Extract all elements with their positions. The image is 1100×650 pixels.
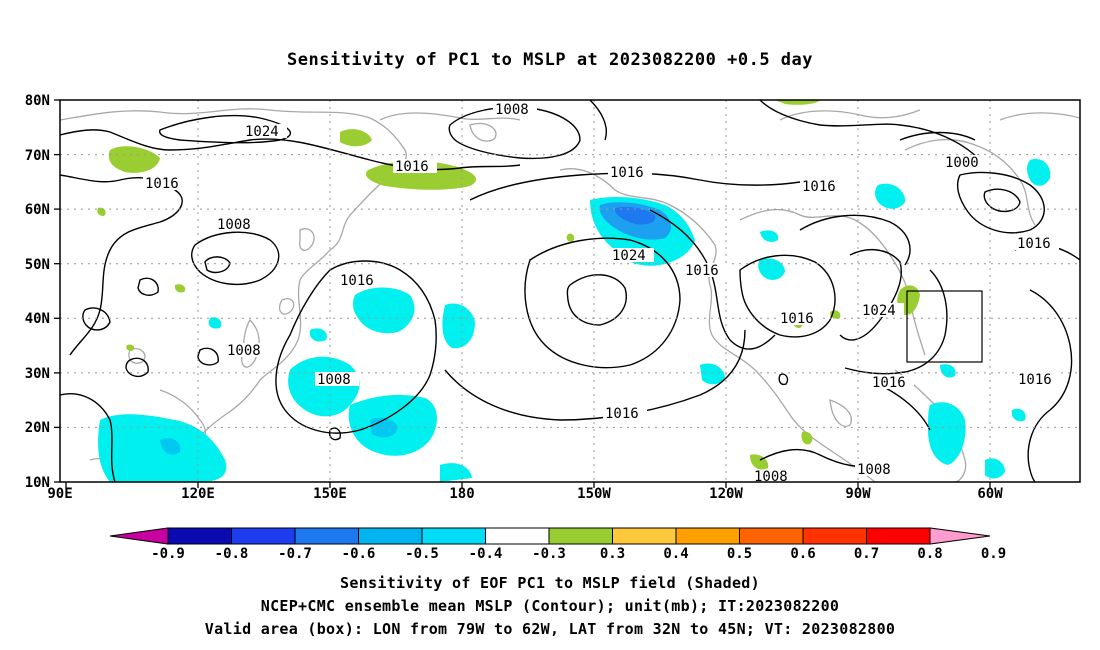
contour-label: 1016 bbox=[1017, 236, 1051, 252]
axis-ticks bbox=[54, 99, 991, 488]
colorbar-label: 0.5 bbox=[727, 546, 752, 562]
contour-label: 1016 bbox=[872, 375, 906, 391]
valid-area-box bbox=[906, 290, 983, 363]
colorbar-cell bbox=[866, 527, 931, 545]
colorbar-cell bbox=[739, 527, 804, 545]
colorbar-label: 0.7 bbox=[854, 546, 879, 562]
lon-label: 120E bbox=[181, 486, 215, 502]
contour-label: 1016 bbox=[340, 273, 374, 289]
caption-line-1: Sensitivity of EOF PC1 to MSLP field (Sh… bbox=[340, 574, 760, 592]
contour-label: 1008 bbox=[754, 469, 788, 485]
colorbar-label: 0.9 bbox=[981, 546, 1006, 562]
lon-label: 150E bbox=[313, 486, 347, 502]
contour-label: 1016 bbox=[395, 159, 429, 175]
contour-label: 1008 bbox=[317, 372, 351, 388]
colorbar-label: -0.9 bbox=[151, 546, 185, 562]
lon-label: 120W bbox=[709, 486, 743, 502]
colorbar-label: -0.5 bbox=[405, 546, 439, 562]
colorbar-label: -0.8 bbox=[215, 546, 249, 562]
contour-label: 1008 bbox=[217, 217, 251, 233]
colorbar-label: -0.4 bbox=[469, 546, 503, 562]
colorbar-label: 0.3 bbox=[600, 546, 625, 562]
contour-label: 1024 bbox=[862, 303, 896, 319]
colorbar-cell bbox=[675, 527, 740, 545]
colorbar-cell bbox=[802, 527, 867, 545]
coastlines bbox=[60, 108, 1080, 482]
contour-label: 1016 bbox=[1018, 372, 1052, 388]
contour-label: 1016 bbox=[610, 165, 644, 181]
contour-label: 1008 bbox=[227, 343, 261, 359]
colorbar-label: -0.7 bbox=[278, 546, 312, 562]
longitude-labels: 90E 120E 150E 180 150W 120W 90W 60W bbox=[47, 486, 1003, 502]
colorbar-cell bbox=[231, 527, 296, 545]
map-title: Sensitivity of PC1 to MSLP at 2023082200… bbox=[286, 50, 813, 70]
lat-label: 70N bbox=[25, 148, 50, 164]
colorbar-cell bbox=[612, 527, 677, 545]
colorbar-label: 0.6 bbox=[790, 546, 815, 562]
lat-label: 10N bbox=[25, 475, 50, 491]
contour-label: 1000 bbox=[945, 155, 979, 171]
colorbar-label: -0.3 bbox=[532, 546, 566, 562]
lon-label: 150W bbox=[577, 486, 611, 502]
mslp-contours bbox=[60, 100, 1080, 482]
lat-label: 80N bbox=[25, 93, 50, 109]
colorbar: -0.9 -0.8 -0.7 -0.6 -0.5 -0.4 -0.3 0.3 0.4 0.5 0.6… bbox=[109, 527, 1006, 562]
contour-label: 1016 bbox=[145, 176, 179, 192]
lat-label: 60N bbox=[25, 202, 50, 218]
colorbar-cell bbox=[294, 527, 359, 545]
contour-label: 1016 bbox=[780, 311, 814, 327]
contour-label: 1016 bbox=[802, 179, 836, 195]
colorbar-cell bbox=[548, 527, 613, 545]
contour-label: 1024 bbox=[245, 124, 279, 140]
contour-label: 1016 bbox=[685, 263, 719, 279]
lat-label: 30N bbox=[25, 366, 50, 382]
colorbar-cell bbox=[358, 527, 423, 545]
contour-label: 1024 bbox=[612, 248, 646, 264]
contour-label: 1016 bbox=[605, 406, 639, 422]
contour-label: 1008 bbox=[857, 462, 891, 478]
graticule bbox=[60, 100, 1080, 482]
lon-label: 90E bbox=[47, 486, 72, 502]
colorbar-cell bbox=[485, 527, 550, 545]
lon-label: 60W bbox=[977, 486, 1003, 502]
latitude-labels: 80N 70N 60N 50N 40N 30N 20N 10N bbox=[25, 93, 50, 491]
colorbar-high-end bbox=[929, 527, 991, 545]
colorbar-label: 0.4 bbox=[663, 546, 688, 562]
lon-label: 180 bbox=[449, 486, 474, 502]
colorbar-cell bbox=[167, 527, 232, 545]
colorbar-cell bbox=[421, 527, 486, 545]
contour-labels: 1008 1024 1016 1016 1016 1016 1000 1016 … bbox=[143, 102, 1060, 485]
colorbar-low-end bbox=[109, 527, 169, 545]
lat-label: 20N bbox=[25, 420, 50, 436]
caption-line-3: Valid area (box): LON from 79W to 62W, L… bbox=[204, 620, 896, 638]
contour-label: 1008 bbox=[495, 102, 529, 118]
lat-label: 40N bbox=[25, 311, 50, 327]
lat-label: 50N bbox=[25, 257, 50, 273]
colorbar-label: -0.6 bbox=[342, 546, 376, 562]
map-frame bbox=[59, 99, 1081, 483]
colorbar-label: 0.8 bbox=[917, 546, 942, 562]
lon-label: 90W bbox=[845, 486, 871, 502]
sensitivity-shading bbox=[97, 100, 1051, 482]
caption-line-2: NCEP+CMC ensemble mean MSLP (Contour); u… bbox=[260, 597, 840, 615]
